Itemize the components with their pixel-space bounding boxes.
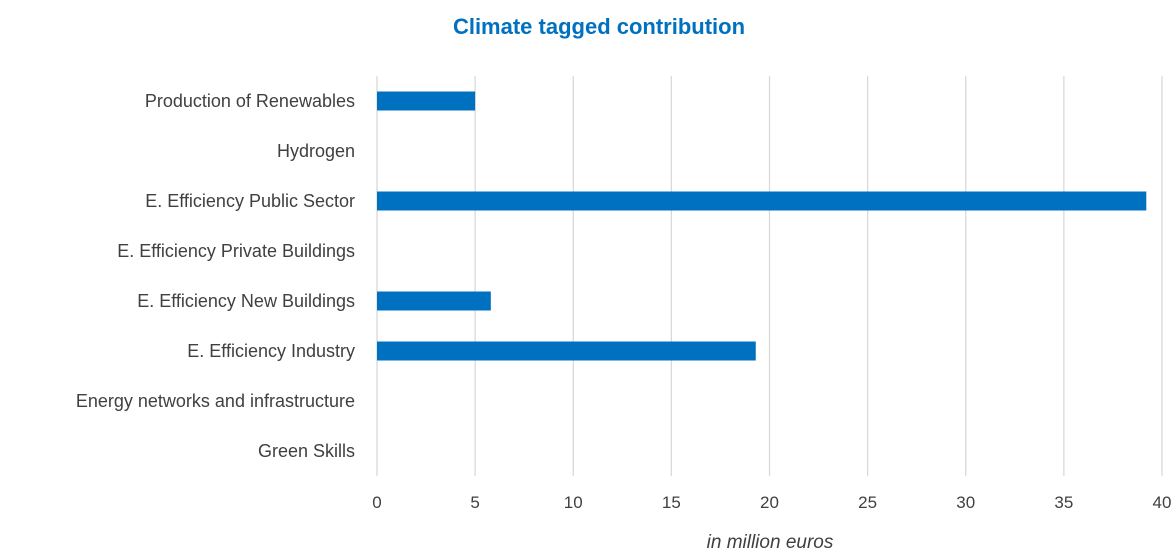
category-label: E. Efficiency Public Sector: [145, 191, 355, 211]
category-label: Energy networks and infrastructure: [76, 391, 355, 411]
x-tick-labels: 0 5 10 15 20 25 30 35 40: [372, 493, 1171, 512]
category-labels: Production of Renewables Hydrogen E. Effic…: [76, 91, 355, 461]
bar: [377, 91, 476, 111]
x-tick-label: 20: [760, 493, 779, 512]
bar: [377, 191, 1147, 211]
category-label: Production of Renewables: [145, 91, 355, 111]
x-tick-label: 0: [372, 493, 381, 512]
category-label: E. Efficiency Private Buildings: [117, 241, 355, 261]
category-label: Hydrogen: [277, 141, 355, 161]
x-tick-label: 5: [470, 493, 479, 512]
x-tick-label: 15: [662, 493, 681, 512]
category-label: E. Efficiency Industry: [187, 341, 355, 361]
category-label: Green Skills: [258, 441, 355, 461]
bar: [377, 341, 756, 361]
chart-title: Climate tagged contribution: [453, 14, 745, 39]
x-tick-label: 10: [564, 493, 583, 512]
bars: [377, 91, 1147, 361]
bar: [377, 291, 491, 311]
x-tick-label: 35: [1054, 493, 1073, 512]
x-tick-label: 40: [1153, 493, 1172, 512]
x-tick-label: 25: [858, 493, 877, 512]
x-axis-label: in million euros: [707, 532, 834, 553]
category-label: E. Efficiency New Buildings: [137, 291, 355, 311]
gridlines: [376, 76, 1163, 476]
x-tick-label: 30: [956, 493, 975, 512]
